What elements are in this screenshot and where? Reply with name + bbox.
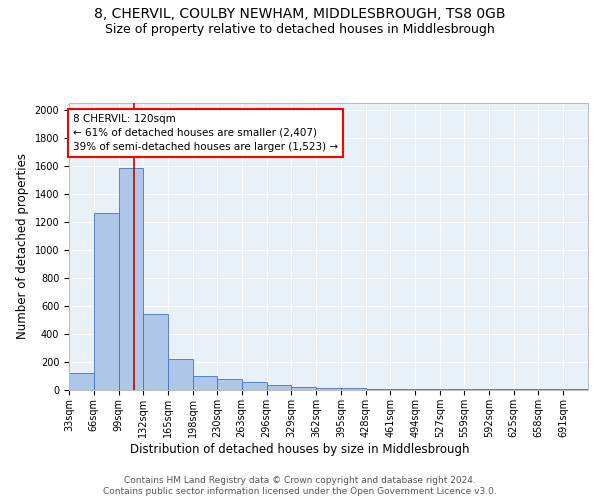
Bar: [341, 388, 365, 390]
Bar: [316, 388, 341, 390]
Bar: [217, 380, 242, 390]
Bar: [94, 214, 119, 390]
Bar: [69, 373, 94, 390]
Text: 8 CHERVIL: 120sqm
← 61% of detached houses are smaller (2,407)
39% of semi-detac: 8 CHERVIL: 120sqm ← 61% of detached hous…: [73, 114, 338, 152]
Bar: [365, 388, 391, 390]
Bar: [119, 168, 143, 390]
Bar: [242, 382, 266, 390]
Bar: [193, 376, 217, 390]
Text: 8, CHERVIL, COULBY NEWHAM, MIDDLESBROUGH, TS8 0GB: 8, CHERVIL, COULBY NEWHAM, MIDDLESBROUGH…: [94, 8, 506, 22]
Bar: [266, 385, 292, 390]
Bar: [292, 387, 316, 390]
Y-axis label: Number of detached properties: Number of detached properties: [16, 153, 29, 340]
Text: Contains public sector information licensed under the Open Government Licence v3: Contains public sector information licen…: [103, 487, 497, 496]
Text: Distribution of detached houses by size in Middlesbrough: Distribution of detached houses by size …: [130, 442, 470, 456]
Bar: [168, 359, 193, 390]
Text: Size of property relative to detached houses in Middlesbrough: Size of property relative to detached ho…: [105, 22, 495, 36]
Text: Contains HM Land Registry data © Crown copyright and database right 2024.: Contains HM Land Registry data © Crown c…: [124, 476, 476, 485]
Bar: [143, 314, 168, 390]
